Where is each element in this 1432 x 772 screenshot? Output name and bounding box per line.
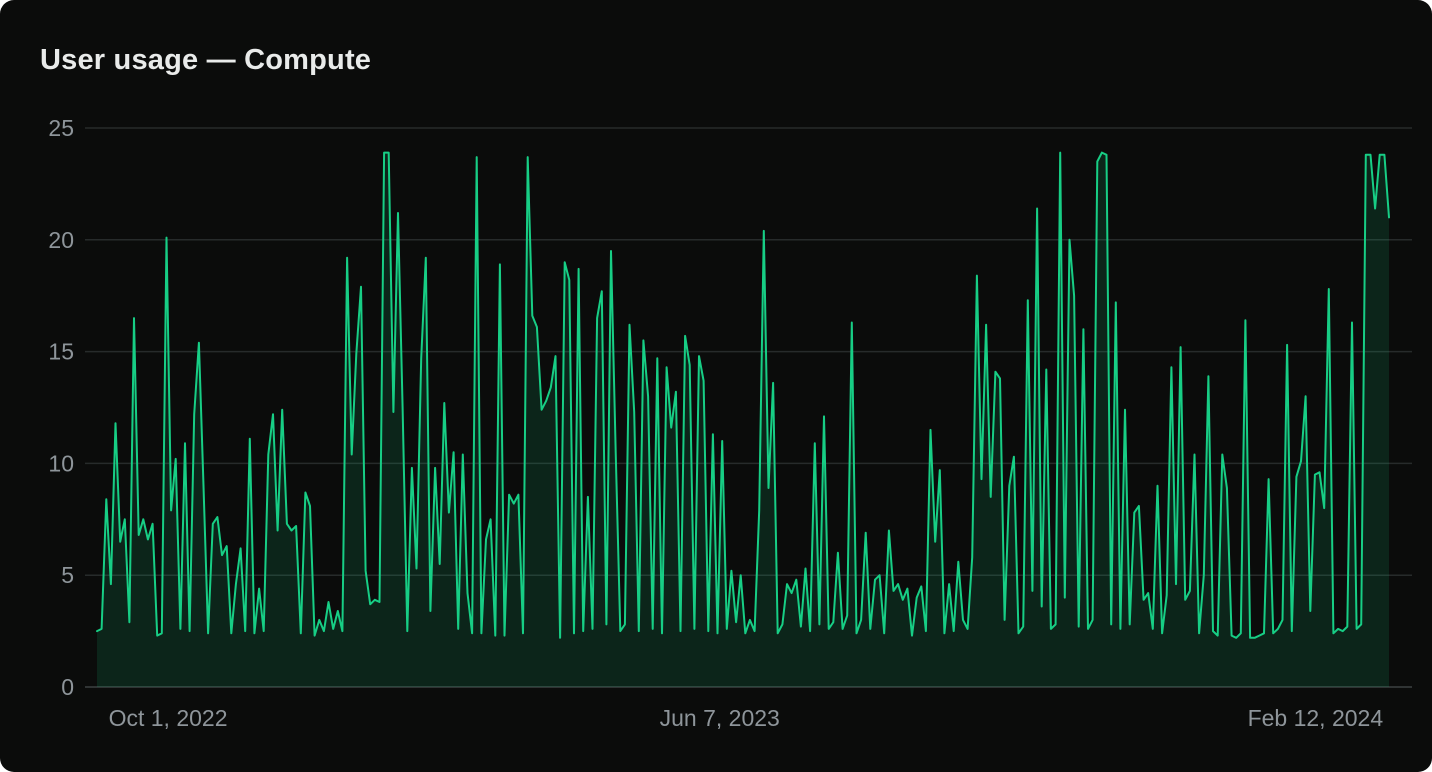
y-tick-label-5: 5 xyxy=(61,562,74,588)
y-tick-label-25: 25 xyxy=(48,115,74,141)
y-tick-label-20: 20 xyxy=(48,227,74,253)
x-tick-label-2: Feb 12, 2024 xyxy=(1248,705,1384,731)
chart-title: User usage — Compute xyxy=(40,44,372,76)
x-tick-label-0: Oct 1, 2022 xyxy=(109,705,228,731)
series-line xyxy=(96,151,1390,639)
y-tick-label-0: 0 xyxy=(61,674,74,700)
x-tick-label-1: Jun 7, 2023 xyxy=(660,705,780,731)
y-tick-label-10: 10 xyxy=(48,450,74,476)
y-tick-label-15: 15 xyxy=(48,339,74,365)
